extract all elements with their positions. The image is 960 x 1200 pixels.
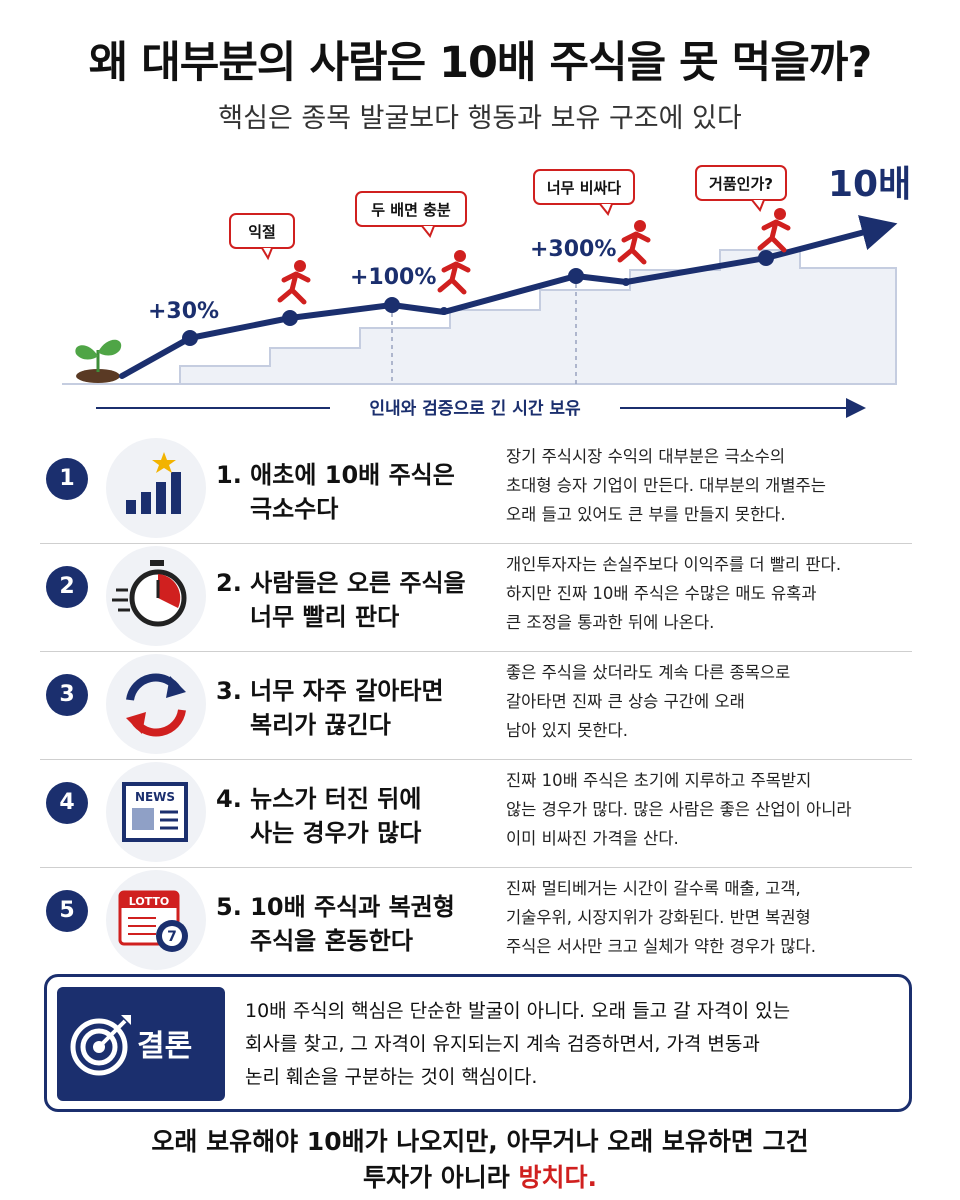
svg-text:7: 7 (167, 929, 177, 945)
stopwatch-icon (106, 546, 206, 646)
page-subtitle: 핵심은 종목 발굴보다 행동과 보유 구조에 있다 (218, 103, 742, 134)
bubble-2: 두 배면 충분 (355, 191, 467, 238)
reasons-list: 1 1. 애초에 10배 주식은 극소수다 장기 주식시장 수익의 대부분은 극… (40, 436, 912, 976)
timeline-label: 인내와 검증으로 긴 시간 보유 (369, 399, 581, 419)
page-title: 왜 대부분의 사람은 10배 주식을 못 먹을까? (88, 38, 873, 88)
item-description: 좋은 주식을 샀더라도 계속 다른 종목으로 갈아타면 진짜 큰 상승 구간에 … (506, 663, 791, 740)
newspaper-icon: NEWS (106, 762, 206, 862)
list-item: 5 LOTTO 7 5. 10배 주식과 복권형 주식을 혼동한다 진짜 멀티베… (40, 868, 912, 976)
item-title-line2: 극소수다 (250, 495, 339, 523)
bubble-1: 익절 (229, 213, 295, 261)
item-number: 5 (46, 890, 88, 932)
item-number: 3 (46, 674, 88, 716)
bottom-line-2: 투자가 아니라 (363, 1163, 519, 1192)
item-description: 진짜 멀티베거는 시간이 갈수록 매출, 고객, 기술우위, 시장지위가 강화된… (506, 879, 816, 956)
staircase (179, 249, 897, 385)
item-title-line2: 사는 경우가 많다 (250, 819, 422, 847)
item-title-line2: 주식을 혼동한다 (250, 927, 413, 955)
bottom-line-1: 오래 보유해야 10배가 나오지만, 아무거나 오래 보유하면 그건 (151, 1127, 809, 1156)
list-item: 1 1. 애초에 10배 주식은 극소수다 장기 주식시장 수익의 대부분은 극… (40, 436, 912, 544)
target-icon (70, 1015, 131, 1076)
item-title-line2: 복리가 끊긴다 (250, 711, 391, 739)
list-item: 2 2. 사람들은 오른 주식을 너무 빨리 판다 개인투자자는 손실주보다 이… (40, 544, 912, 652)
runner-icon (277, 208, 791, 305)
conclusion-box: 결론 10배 주식의 핵심은 단순한 발굴이 아니다. 오래 들고 갈 자격이 … (44, 974, 912, 1112)
item-title: 1. 애초에 10배 주식은 (216, 461, 455, 489)
item-number: 1 (46, 458, 88, 500)
label-300: +300% (530, 237, 616, 262)
svg-text:익절: 익절 (248, 223, 276, 241)
growth-illustration: +30% +100% +300% 10배 익절 두 배면 충분 너무 비싸다 거… (62, 164, 911, 419)
item-title: 5. 10배 주식과 복권형 (216, 893, 455, 921)
svg-text:너무 비싸다: 너무 비싸다 (547, 179, 621, 197)
item-number: 4 (46, 782, 88, 824)
bubble-4: 거품인가? (695, 165, 787, 212)
svg-text:거품인가?: 거품인가? (709, 175, 773, 193)
label-30: +30% (148, 299, 219, 324)
item-number: 2 (46, 566, 88, 608)
conclusion-label: 결론 (137, 1029, 193, 1064)
conclusion-text: 10배 주식의 핵심은 단순한 발굴이 아니다. 오래 들고 갈 자격이 있는 … (245, 1000, 791, 1088)
item-description: 장기 주식시장 수익의 대부분은 극소수의 초대형 승자 기업이 만든다. 대부… (506, 447, 826, 524)
svg-text:두 배면 충분: 두 배면 충분 (371, 201, 451, 219)
item-description: 진짜 10배 주식은 초기에 지루하고 주목받지 않는 경우가 많다. 많은 사… (506, 771, 852, 848)
item-title: 3. 너무 자주 갈아타면 (216, 677, 444, 705)
sprout-icon (75, 339, 122, 383)
conclusion-badge: 결론 (57, 987, 225, 1101)
item-description: 개인투자자는 손실주보다 이익주를 더 빨리 판다. 하지만 진짜 10배 주식… (506, 555, 842, 632)
list-item: 3 3. 너무 자주 갈아타면 복리가 끊긴다 좋은 주식을 샀더라도 계속 다… (40, 652, 912, 760)
item-title-line2: 너무 빨리 판다 (250, 603, 400, 631)
svg-text:NEWS: NEWS (135, 790, 175, 804)
bottom-emphasis: 방치다. (518, 1163, 597, 1192)
bubble-3: 너무 비싸다 (533, 169, 635, 216)
item-title: 2. 사람들은 오른 주식을 (216, 569, 466, 597)
label-100: +100% (350, 265, 436, 290)
bar-chart-star-icon (106, 438, 206, 538)
lotto-ticket-icon: LOTTO 7 (106, 870, 206, 970)
bottom-message: 오래 보유해야 10배가 나오지만, 아무거나 오래 보유하면 그건 투자가 아… (0, 1124, 960, 1196)
list-item: 4 NEWS 4. 뉴스가 터진 뒤에 사는 경우가 많다 진짜 10배 주식은… (40, 760, 912, 868)
refresh-arrows-icon (106, 654, 206, 754)
item-title: 4. 뉴스가 터진 뒤에 (216, 785, 422, 813)
svg-text:LOTTO: LOTTO (129, 895, 170, 908)
label-10x: 10배 (828, 164, 911, 205)
